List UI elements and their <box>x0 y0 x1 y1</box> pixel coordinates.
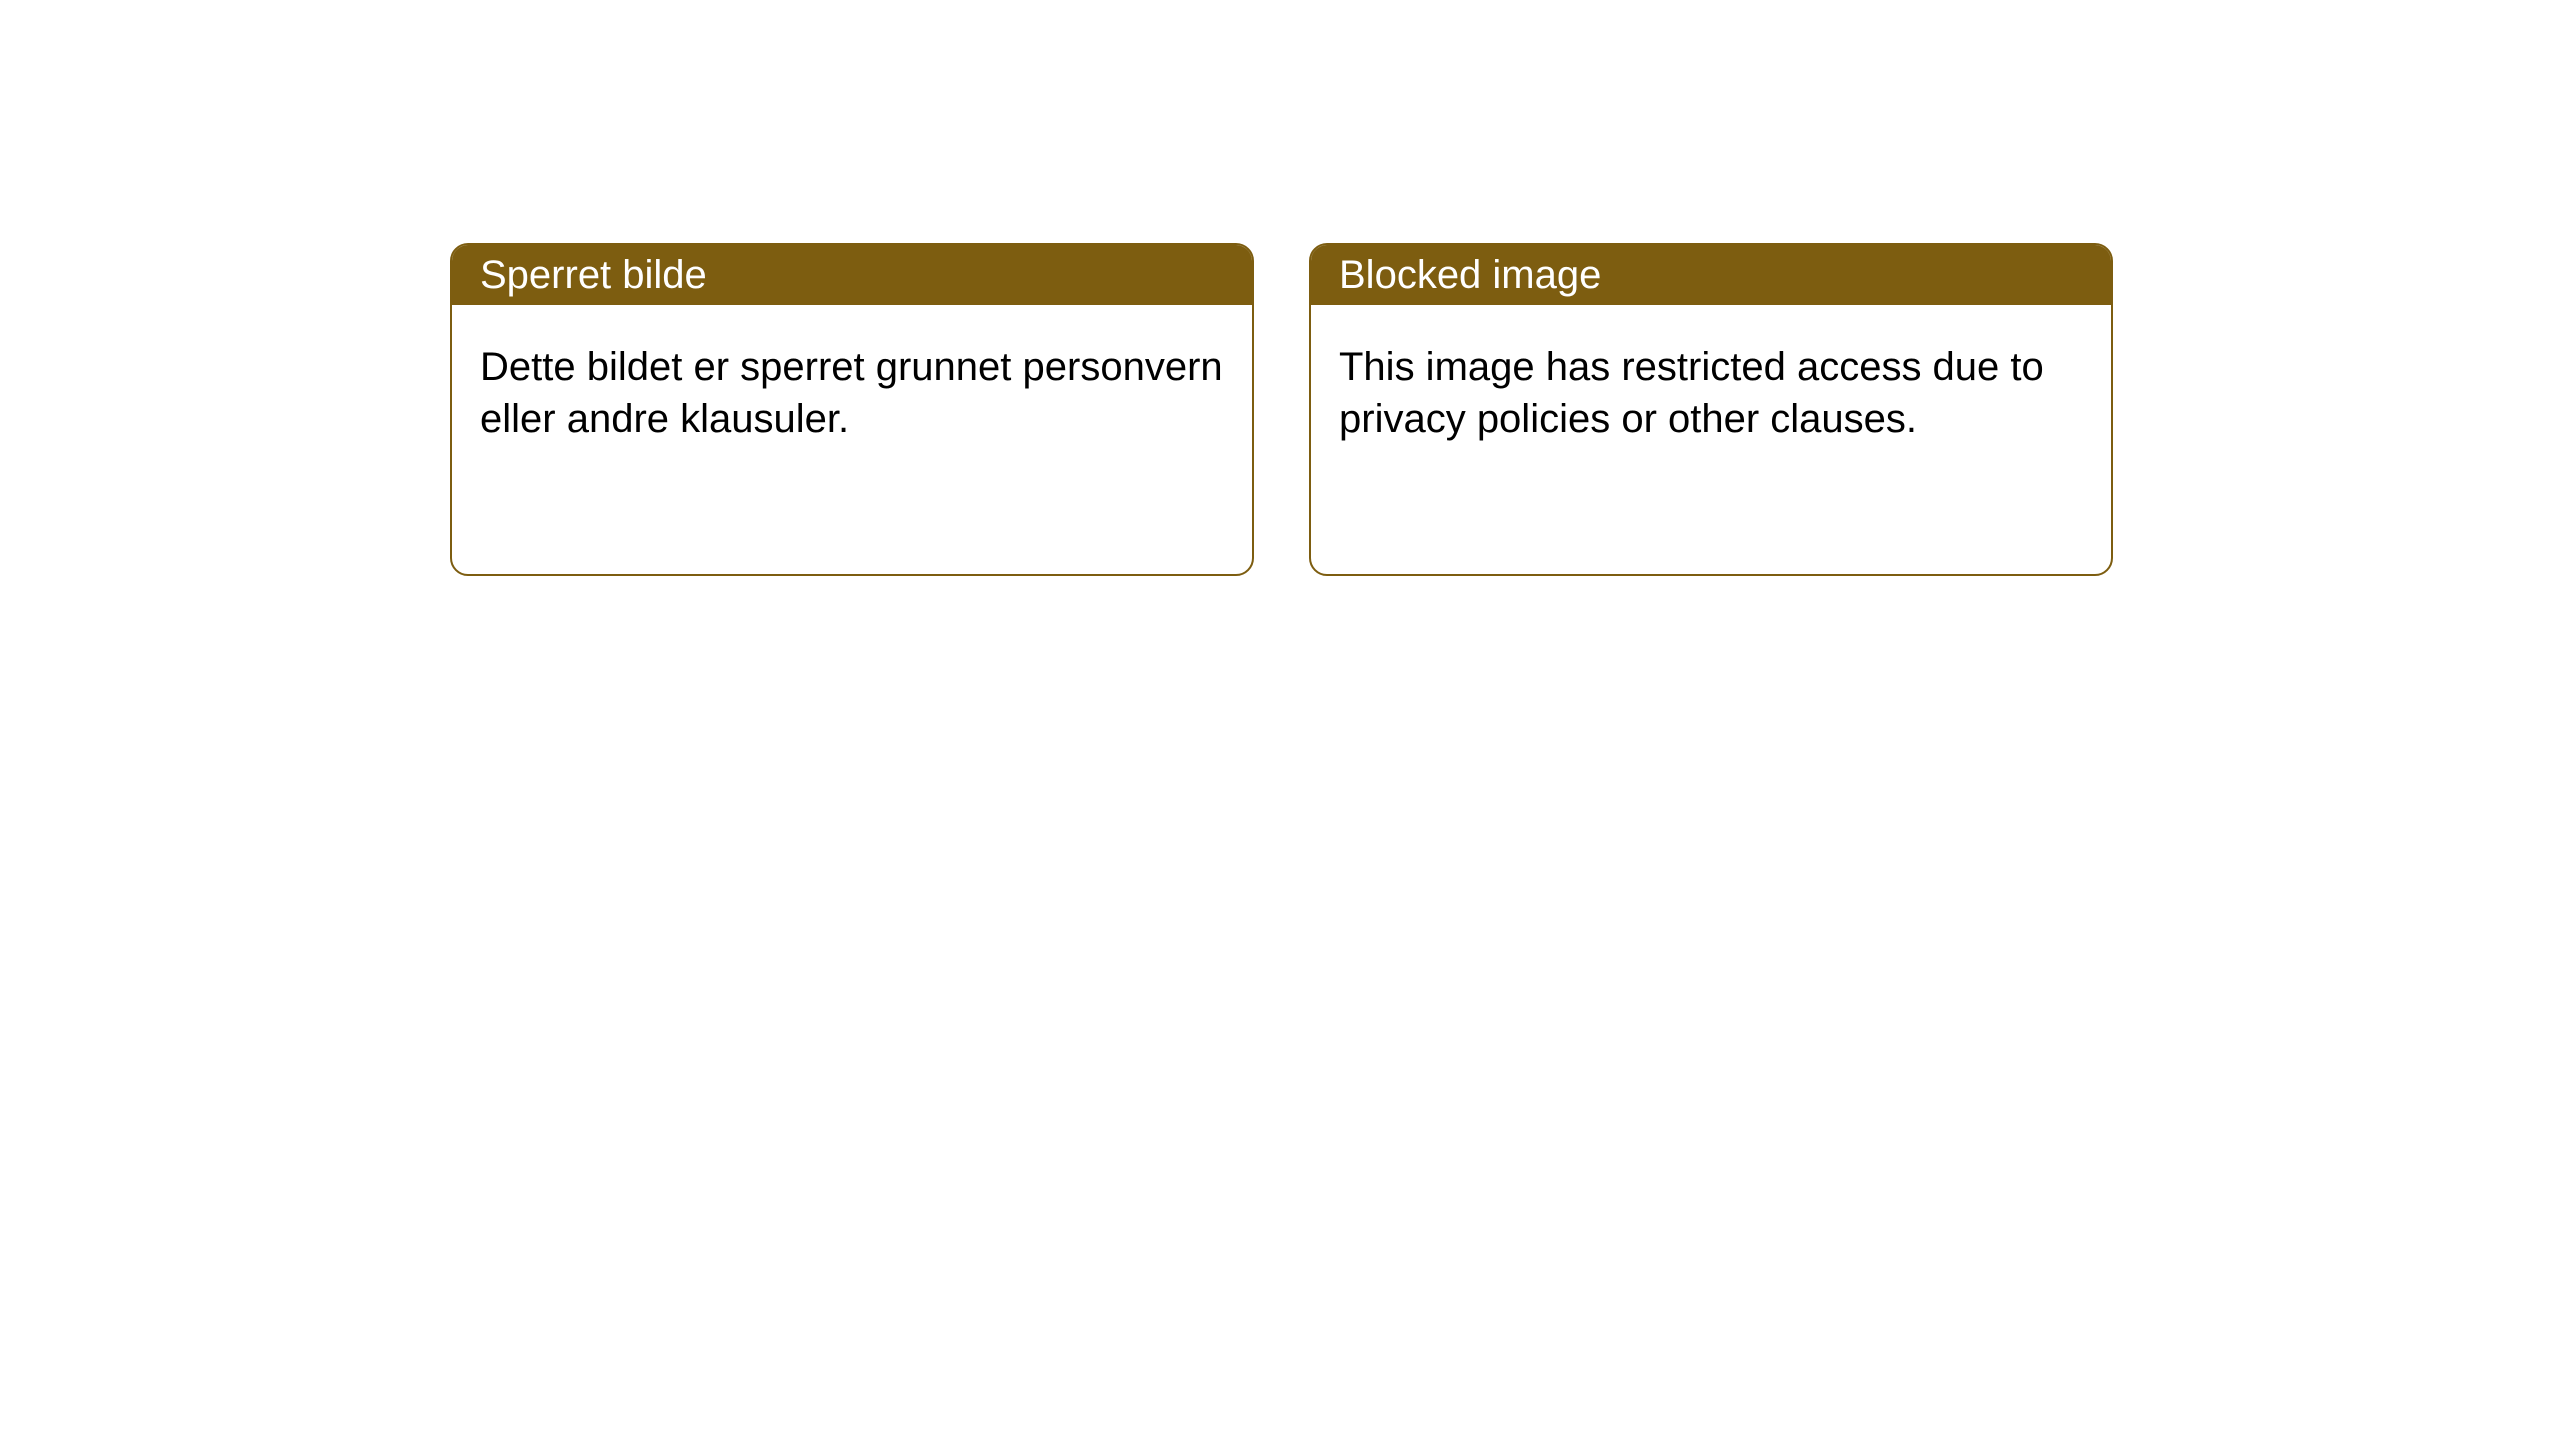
notice-container: Sperret bilde Dette bildet er sperret gr… <box>450 243 2560 576</box>
card-title-en: Blocked image <box>1339 253 1601 298</box>
card-body-en: This image has restricted access due to … <box>1311 305 2111 481</box>
card-message-en: This image has restricted access due to … <box>1339 345 2044 441</box>
blocked-image-card-en: Blocked image This image has restricted … <box>1309 243 2113 576</box>
card-header-en: Blocked image <box>1311 245 2111 305</box>
card-title-no: Sperret bilde <box>480 253 707 298</box>
card-body-no: Dette bildet er sperret grunnet personve… <box>452 305 1252 481</box>
card-message-no: Dette bildet er sperret grunnet personve… <box>480 345 1223 441</box>
card-header-no: Sperret bilde <box>452 245 1252 305</box>
blocked-image-card-no: Sperret bilde Dette bildet er sperret gr… <box>450 243 1254 576</box>
